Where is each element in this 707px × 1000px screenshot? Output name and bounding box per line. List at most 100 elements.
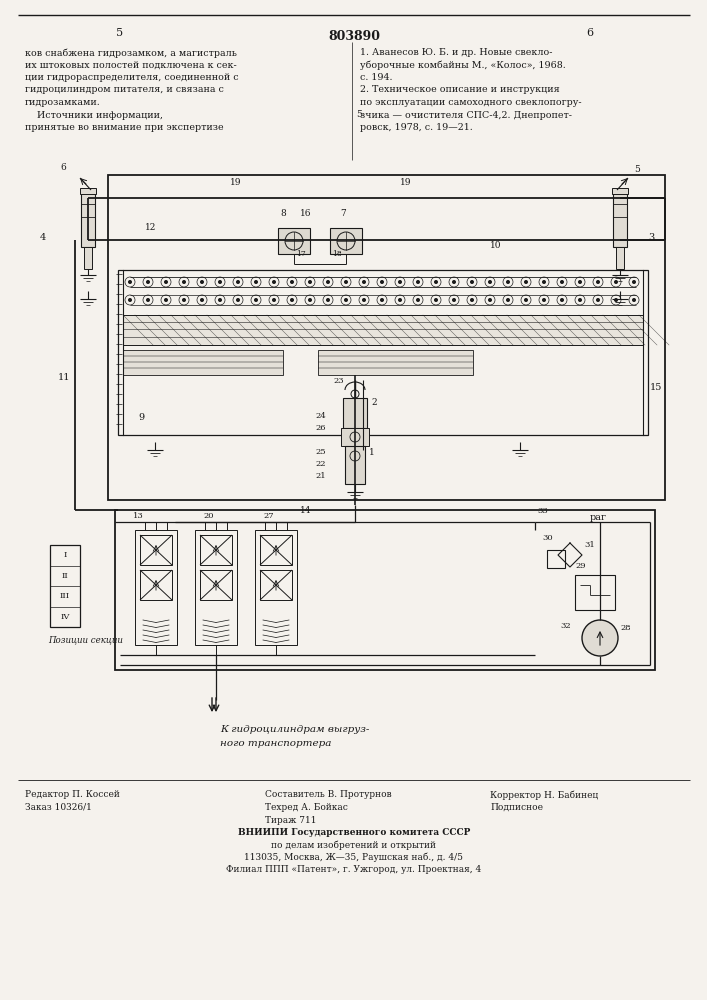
Text: 2. Техническое описание и инструкция: 2. Техническое описание и инструкция (360, 86, 560, 95)
Circle shape (254, 280, 258, 284)
Circle shape (146, 280, 150, 284)
Bar (330, 228, 362, 254)
Bar (616, 247, 624, 269)
Circle shape (380, 298, 384, 302)
Text: 25: 25 (315, 448, 326, 456)
Circle shape (596, 298, 600, 302)
Circle shape (416, 280, 420, 284)
Circle shape (290, 298, 294, 302)
Text: Тираж 711: Тираж 711 (265, 816, 317, 825)
Text: 29: 29 (575, 562, 585, 570)
Circle shape (398, 280, 402, 284)
Bar (115, 510, 655, 670)
Text: 19: 19 (230, 178, 242, 187)
Circle shape (128, 298, 132, 302)
Text: 6: 6 (586, 28, 594, 38)
Text: 10: 10 (490, 241, 501, 250)
Text: 7: 7 (340, 209, 346, 218)
Text: 803890: 803890 (328, 30, 380, 43)
Bar (255, 530, 297, 645)
Text: ции гидрораспределителя, соединенной с: ции гидрораспределителя, соединенной с (25, 73, 239, 82)
Text: 31: 31 (584, 541, 595, 549)
Circle shape (200, 298, 204, 302)
Text: К гидроцилиндрам выгруз-: К гидроцилиндрам выгруз- (220, 725, 369, 734)
Bar (345, 446, 365, 484)
Circle shape (236, 298, 240, 302)
Circle shape (434, 298, 438, 302)
Text: 9: 9 (138, 413, 144, 422)
Circle shape (380, 280, 384, 284)
Bar (108, 175, 665, 500)
Text: 14: 14 (300, 506, 312, 515)
Circle shape (434, 280, 438, 284)
Bar (50, 545, 80, 627)
Circle shape (560, 298, 564, 302)
Bar (278, 228, 310, 254)
Text: 19: 19 (400, 178, 411, 187)
Text: 26: 26 (315, 424, 325, 432)
Circle shape (290, 280, 294, 284)
Circle shape (452, 298, 456, 302)
Bar (123, 350, 283, 375)
Bar (547, 550, 565, 568)
Circle shape (308, 298, 312, 302)
Circle shape (398, 298, 402, 302)
Bar (260, 535, 292, 565)
Circle shape (182, 280, 186, 284)
Circle shape (488, 280, 492, 284)
Text: 6: 6 (60, 163, 66, 172)
Text: Корректор Н. Бабинец: Корректор Н. Бабинец (490, 790, 598, 800)
Text: 16: 16 (300, 209, 312, 218)
Text: Подписное: Подписное (490, 803, 543, 812)
Text: Позиции секции: Позиции секции (48, 635, 123, 644)
Bar (343, 398, 367, 428)
Circle shape (218, 298, 222, 302)
Text: 20: 20 (203, 512, 214, 520)
Text: 27: 27 (263, 512, 274, 520)
Text: 1: 1 (369, 448, 375, 457)
Bar (123, 315, 643, 345)
Circle shape (200, 280, 204, 284)
Circle shape (236, 280, 240, 284)
Text: I: I (64, 551, 66, 559)
Bar (200, 570, 232, 600)
Bar (140, 570, 172, 600)
Text: ровск, 1978, с. 19—21.: ровск, 1978, с. 19—21. (360, 123, 473, 132)
Circle shape (524, 280, 528, 284)
Bar (575, 575, 615, 610)
Circle shape (416, 298, 420, 302)
Text: 24: 24 (315, 412, 326, 420)
Text: 15: 15 (650, 383, 662, 392)
Text: Источники информации,: Источники информации, (25, 110, 163, 119)
Text: II: II (62, 572, 69, 580)
Circle shape (470, 280, 474, 284)
Text: 30: 30 (542, 534, 553, 542)
Text: 3: 3 (648, 233, 654, 242)
Text: 5: 5 (356, 110, 362, 119)
Bar (318, 350, 473, 375)
Text: 18: 18 (332, 250, 341, 258)
Text: Филиал ППП «Патент», г. Ужгород, ул. Проектная, 4: Филиал ППП «Патент», г. Ужгород, ул. Про… (226, 865, 481, 874)
Circle shape (506, 298, 510, 302)
Circle shape (146, 298, 150, 302)
Circle shape (542, 280, 546, 284)
Text: ВНИИПИ Государственного комитета СССР: ВНИИПИ Государственного комитета СССР (238, 828, 470, 837)
Circle shape (344, 298, 348, 302)
Text: гидрозамками.: гидрозамками. (25, 98, 101, 107)
Circle shape (560, 280, 564, 284)
Circle shape (362, 298, 366, 302)
Bar (135, 530, 177, 645)
Text: 13: 13 (133, 512, 144, 520)
Text: Заказ 10326/1: Заказ 10326/1 (25, 803, 92, 812)
Text: IV: IV (60, 613, 70, 621)
Text: Редактор П. Коссей: Редактор П. Коссей (25, 790, 120, 799)
Text: 23: 23 (333, 377, 344, 385)
Circle shape (614, 298, 618, 302)
Bar (84, 247, 92, 269)
Circle shape (524, 298, 528, 302)
Bar (118, 270, 648, 435)
Circle shape (272, 298, 276, 302)
Text: 22: 22 (315, 460, 325, 468)
Bar (200, 535, 232, 565)
Text: 5: 5 (634, 165, 640, 174)
